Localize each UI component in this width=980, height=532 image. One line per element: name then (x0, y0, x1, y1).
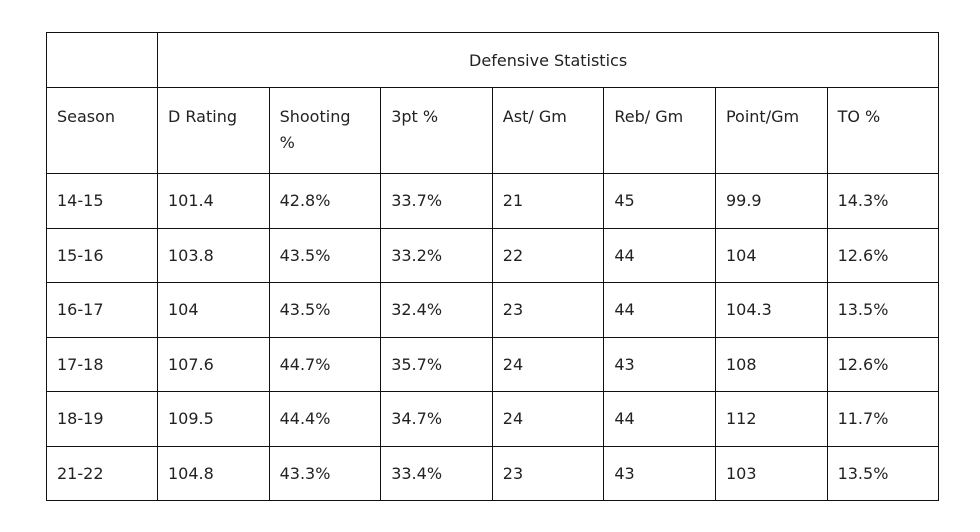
table-cell: 104 (714, 227, 828, 283)
table-cell: 101.4 (157, 173, 270, 229)
table-cell: 107.6 (157, 336, 270, 392)
column-header-row: Season D Rating Shooting % 3pt % Ast/ Gm… (46, 87, 940, 174)
table-cell: 14.3% (826, 173, 940, 229)
defensive-statistics-table: Defensive Statistics Season D Rating Sho… (46, 32, 940, 501)
column-header: Season (46, 87, 158, 174)
table-cell: 43 (603, 445, 716, 501)
table-cell: 44 (603, 282, 716, 338)
column-header: Shooting % (268, 87, 382, 174)
table-cell: 43.3% (268, 445, 382, 501)
empty-corner-cell (46, 32, 158, 88)
table-cell: 44.4% (268, 391, 382, 447)
table-cell: 32.4% (380, 282, 493, 338)
table-cell: 33.2% (380, 227, 493, 283)
table-cell: 103.8 (157, 227, 270, 283)
table-cell: 21 (491, 173, 605, 229)
table-cell: 11.7% (826, 391, 940, 447)
table-row: 16-17 104 43.5% 32.4% 23 44 104.3 13.5% (46, 282, 940, 338)
table-row: 18-19 109.5 44.4% 34.7% 24 44 112 11.7% (46, 391, 940, 447)
table-cell: 108 (714, 336, 828, 392)
table-cell: 24 (491, 391, 605, 447)
table-cell: 12.6% (826, 227, 940, 283)
table-cell: 99.9 (714, 173, 828, 229)
table-cell: 14-15 (46, 173, 158, 229)
table-cell: 43.5% (268, 227, 382, 283)
table-cell: 17-18 (46, 336, 158, 392)
column-header: 3pt % (380, 87, 493, 174)
column-header: TO % (826, 87, 940, 174)
table-row: 17-18 107.6 44.7% 35.7% 24 43 108 12.6% (46, 336, 940, 392)
column-header: Point/Gm (714, 87, 828, 174)
table-cell: 103 (714, 445, 828, 501)
table-cell: 43 (603, 336, 716, 392)
table-cell: 42.8% (268, 173, 382, 229)
table-cell: 44 (603, 391, 716, 447)
group-header-cell: Defensive Statistics (156, 32, 940, 88)
table-cell: 13.5% (826, 282, 940, 338)
table-cell: 34.7% (380, 391, 493, 447)
table-cell: 33.7% (380, 173, 493, 229)
table-cell: 24 (491, 336, 605, 392)
column-header: D Rating (157, 87, 270, 174)
table-row: 15-16 103.8 43.5% 33.2% 22 44 104 12.6% (46, 227, 940, 283)
table-cell: 15-16 (46, 227, 158, 283)
table-row: 14-15 101.4 42.8% 33.7% 21 45 99.9 14.3% (46, 173, 940, 229)
column-header: Ast/ Gm (491, 87, 605, 174)
table-cell: 16-17 (46, 282, 158, 338)
table-cell: 104 (157, 282, 270, 338)
table-cell: 43.5% (268, 282, 382, 338)
table-cell: 21-22 (46, 445, 158, 501)
table-cell: 44 (603, 227, 716, 283)
table-cell: 23 (491, 445, 605, 501)
table-cell: 104.8 (157, 445, 270, 501)
table-cell: 18-19 (46, 391, 158, 447)
table-row: 21-22 104.8 43.3% 33.4% 23 43 103 13.5% (46, 445, 940, 501)
column-header: Reb/ Gm (603, 87, 716, 174)
table-cell: 22 (491, 227, 605, 283)
group-header-row: Defensive Statistics (46, 32, 940, 88)
table-cell: 33.4% (380, 445, 493, 501)
table-cell: 112 (714, 391, 828, 447)
table-cell: 12.6% (826, 336, 940, 392)
table-cell: 13.5% (826, 445, 940, 501)
table-cell: 104.3 (714, 282, 828, 338)
table-cell: 44.7% (268, 336, 382, 392)
table-cell: 35.7% (380, 336, 493, 392)
table-cell: 45 (603, 173, 716, 229)
table-cell: 23 (491, 282, 605, 338)
table-cell: 109.5 (157, 391, 270, 447)
